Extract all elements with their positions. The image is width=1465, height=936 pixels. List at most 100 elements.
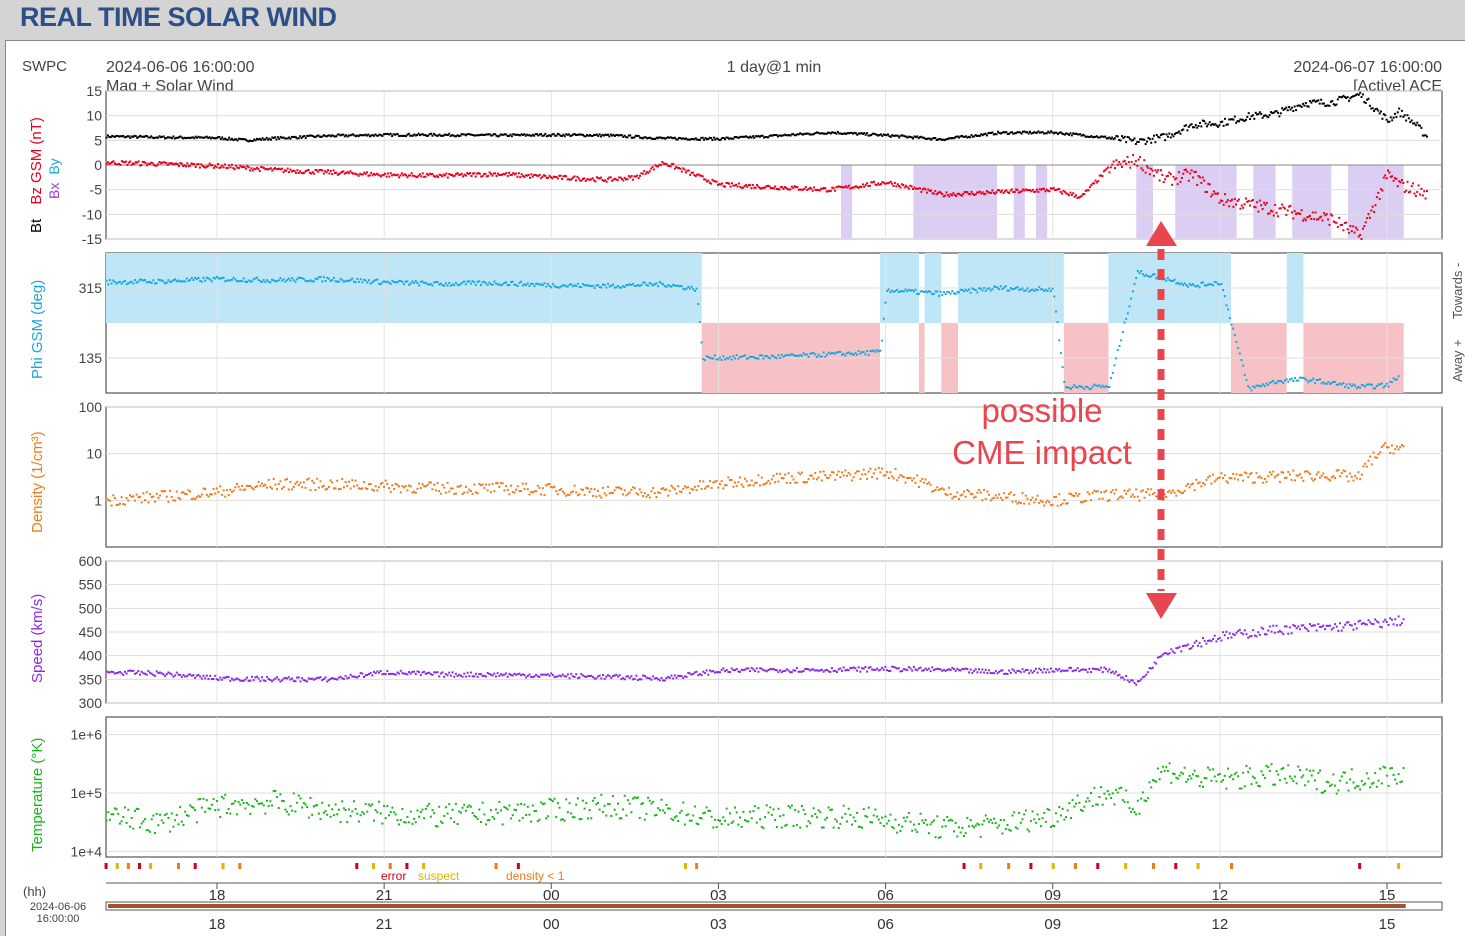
temperature-point xyxy=(926,824,928,826)
phi-point xyxy=(1297,379,1299,381)
density-point xyxy=(286,478,288,480)
speed-point xyxy=(1170,648,1172,650)
temperature-point xyxy=(1157,768,1159,770)
temperature-point xyxy=(854,820,856,822)
temperature-point xyxy=(570,812,572,814)
density-point xyxy=(838,471,840,473)
temperature-point xyxy=(981,823,983,825)
density-point xyxy=(132,495,134,497)
phi-point xyxy=(111,283,113,285)
bz-point xyxy=(1348,232,1350,234)
speed-point xyxy=(1383,621,1385,623)
phi-point xyxy=(1247,385,1249,387)
density-point xyxy=(727,476,729,478)
speed-point xyxy=(602,674,604,676)
bt-point xyxy=(274,136,276,138)
bt-point xyxy=(227,139,229,141)
phi-point xyxy=(1047,290,1049,292)
bz-point xyxy=(750,187,752,189)
bt-point xyxy=(1362,93,1364,95)
density-point xyxy=(915,482,917,484)
density-point xyxy=(913,477,915,479)
temperature-point xyxy=(679,812,681,814)
speed-point xyxy=(995,670,997,672)
temperature-point xyxy=(433,812,435,814)
temperature-point xyxy=(184,811,186,813)
bz-point xyxy=(652,166,654,168)
bz-point xyxy=(1154,169,1156,171)
temperature-point xyxy=(706,806,708,808)
density-point xyxy=(726,484,728,486)
density-point xyxy=(283,486,285,488)
temperature-point xyxy=(1006,824,1008,826)
phi-point xyxy=(644,282,646,284)
density-point xyxy=(527,488,529,490)
temperature-point xyxy=(906,816,908,818)
phi-point xyxy=(1165,280,1167,282)
speed-point xyxy=(629,677,631,679)
temperature-point xyxy=(1098,796,1100,798)
phi-point xyxy=(320,276,322,278)
phi-point xyxy=(201,281,203,283)
temperature-point xyxy=(1055,812,1057,814)
temperature-point xyxy=(460,812,462,814)
speed-point xyxy=(634,678,636,680)
temperature-point xyxy=(194,809,196,811)
density-point xyxy=(587,487,589,489)
bz-point xyxy=(223,166,225,168)
phi-point xyxy=(316,278,318,280)
density-point xyxy=(1185,485,1187,487)
bz-point xyxy=(833,187,835,189)
density-point xyxy=(1398,448,1400,450)
phi-point xyxy=(1292,380,1294,382)
density-point xyxy=(655,496,657,498)
speed-point xyxy=(465,676,467,678)
temperature-point xyxy=(691,820,693,822)
density-point xyxy=(1326,476,1328,478)
temperature-point xyxy=(432,809,434,811)
phi-point xyxy=(612,284,614,286)
bt-point xyxy=(1308,106,1310,108)
density-point xyxy=(244,489,246,491)
bz-point xyxy=(1266,202,1268,204)
temperature-point xyxy=(142,820,144,822)
bz-point xyxy=(257,168,259,170)
density-point xyxy=(406,489,408,491)
phi-point xyxy=(1314,382,1316,384)
speed-point xyxy=(983,671,985,673)
speed-point xyxy=(1135,684,1137,686)
density-point xyxy=(1220,472,1222,474)
phi-point xyxy=(355,281,357,283)
bz-point xyxy=(185,165,187,167)
density-point xyxy=(233,490,235,492)
temperature-point xyxy=(722,816,724,818)
bt-point xyxy=(135,135,137,137)
speed-point xyxy=(1022,668,1024,670)
bz-point xyxy=(228,164,230,166)
temperature-point xyxy=(298,795,300,797)
phi-point xyxy=(1057,321,1059,323)
bz-point xyxy=(1200,182,1202,184)
speed-point xyxy=(336,679,338,681)
density-point xyxy=(911,479,913,481)
temperature-point xyxy=(933,819,935,821)
temperature-point xyxy=(1167,770,1169,772)
phi-point xyxy=(1017,286,1019,288)
bt-point xyxy=(1400,115,1402,117)
temperature-point xyxy=(624,795,626,797)
bz-point xyxy=(335,172,337,174)
phi-point xyxy=(963,290,965,292)
density-point xyxy=(156,493,158,495)
bz-point xyxy=(145,162,147,164)
bz-point xyxy=(177,163,179,165)
bz-point xyxy=(1301,209,1303,211)
density-point xyxy=(722,487,724,489)
phi-point xyxy=(473,281,475,283)
bz-point xyxy=(1134,163,1136,165)
temperature-point xyxy=(256,800,258,802)
bz-point xyxy=(1313,218,1315,220)
temperature-point xyxy=(218,809,220,811)
bz-point xyxy=(1011,188,1013,190)
temperature-point xyxy=(288,813,290,815)
temperature-point xyxy=(756,822,758,824)
